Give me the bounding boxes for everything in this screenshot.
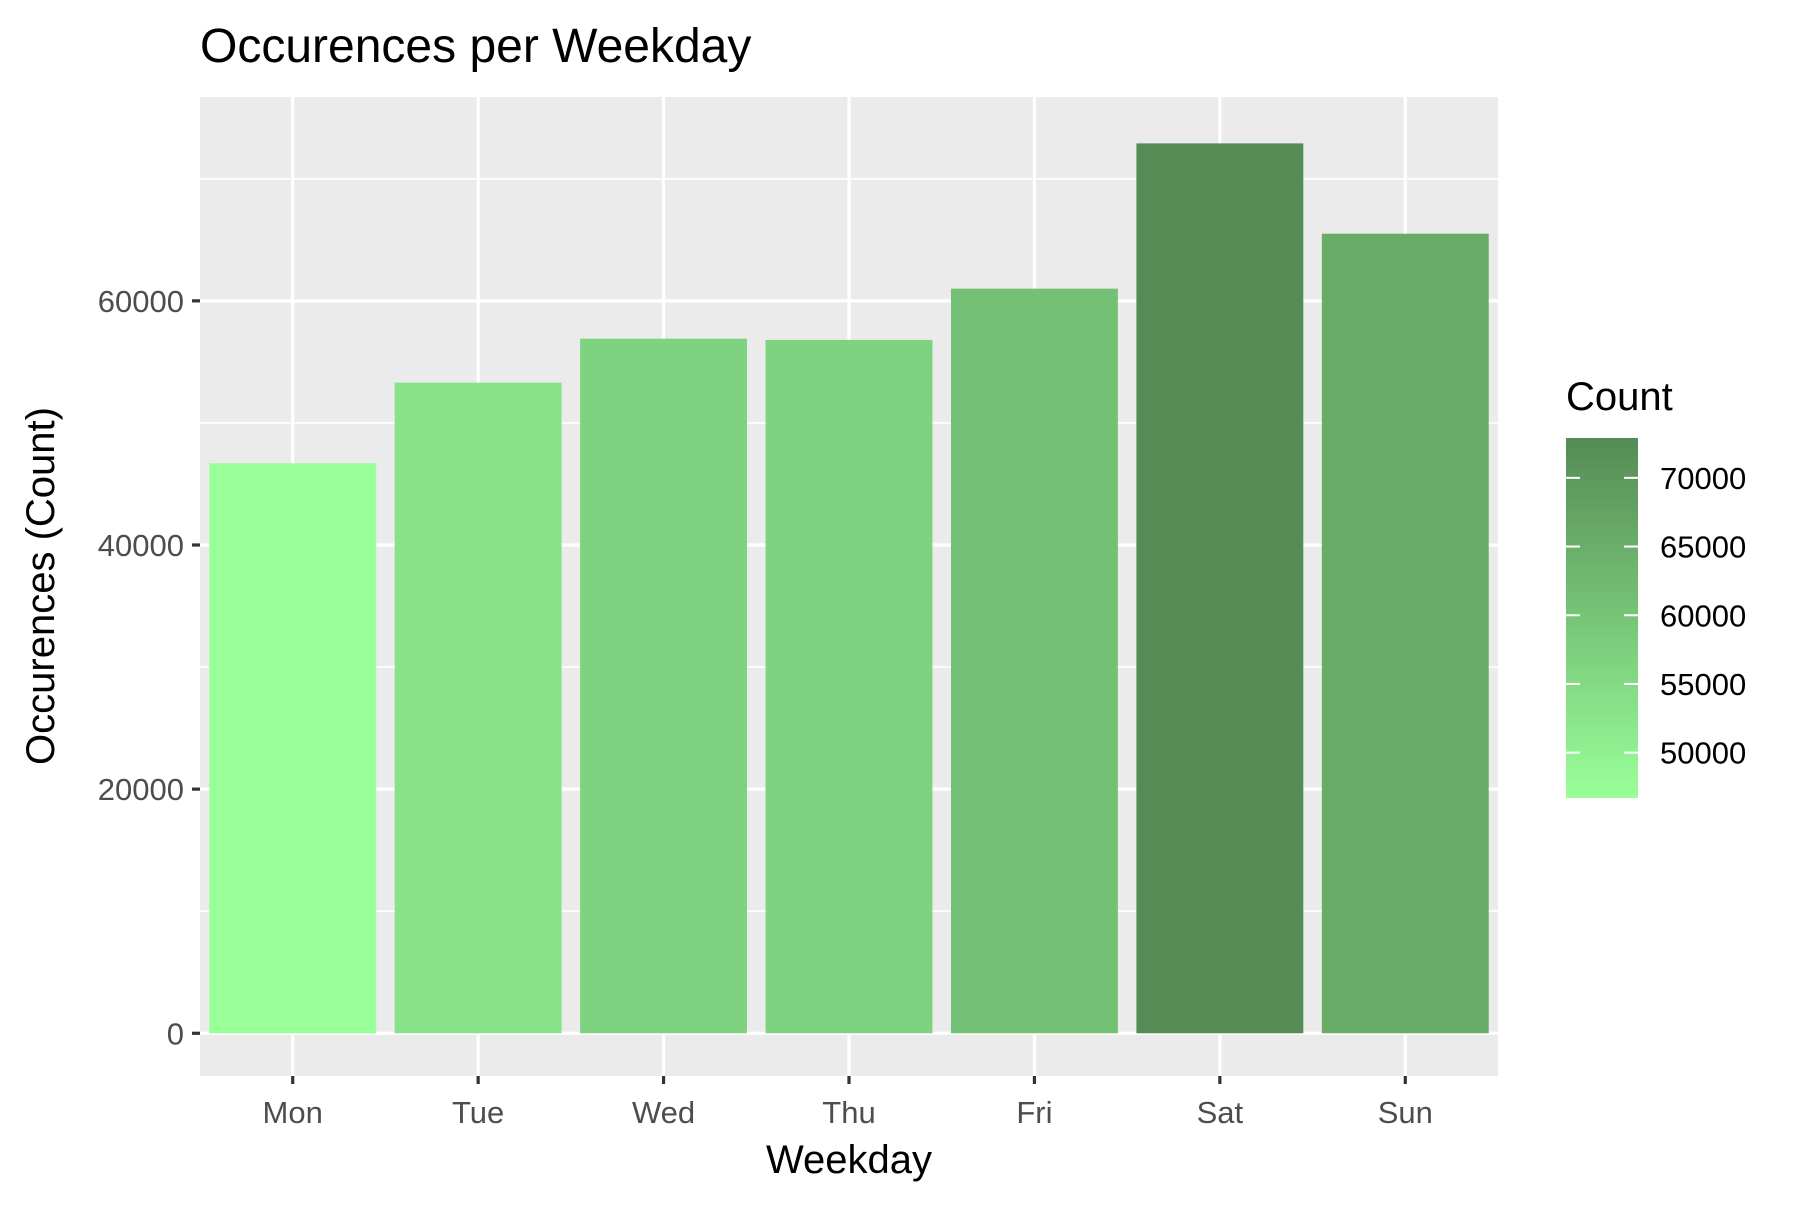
legend-tick-label: 60000 (1660, 598, 1746, 633)
x-tick-label: Fri (1016, 1095, 1052, 1130)
bar-tue (394, 382, 562, 1034)
x-axis: Mon Tue Wed Thu Fri Sat Sun (263, 1076, 1433, 1130)
y-tick-label: 20000 (98, 772, 184, 807)
legend-tick-label: 50000 (1660, 736, 1746, 771)
legend: Count 50000 55000 60000 65000 70000 (1566, 375, 1746, 798)
bar-sat (1136, 143, 1304, 1034)
bar-wed (580, 338, 748, 1034)
y-axis: 0 20000 40000 60000 (98, 284, 200, 1051)
y-tick-label: 60000 (98, 284, 184, 319)
legend-tick-label: 70000 (1660, 461, 1746, 496)
x-tick-label: Sat (1197, 1095, 1244, 1130)
x-tick-label: Thu (822, 1095, 875, 1130)
y-tick-label: 0 (167, 1016, 184, 1051)
x-tick-label: Tue (452, 1095, 504, 1130)
bar-mon (209, 463, 377, 1034)
bar-thu (765, 339, 933, 1034)
chart-title: Occurences per Weekday (200, 20, 751, 73)
x-tick-label: Wed (632, 1095, 695, 1130)
x-tick-label: Sun (1378, 1095, 1433, 1130)
legend-colorbar (1566, 438, 1638, 798)
x-axis-title: Weekday (766, 1138, 932, 1182)
x-tick-label: Mon (263, 1095, 323, 1130)
bar-sun (1321, 233, 1489, 1034)
legend-tick-label: 65000 (1660, 530, 1746, 565)
legend-title: Count (1566, 375, 1673, 419)
bars (209, 143, 1489, 1034)
legend-ticks: 50000 55000 60000 65000 70000 (1566, 461, 1746, 771)
legend-tick-label: 55000 (1660, 667, 1746, 702)
y-tick-label: 40000 (98, 528, 184, 563)
y-axis-title: Occurences (Count) (19, 407, 63, 765)
bar-fri (950, 288, 1118, 1034)
